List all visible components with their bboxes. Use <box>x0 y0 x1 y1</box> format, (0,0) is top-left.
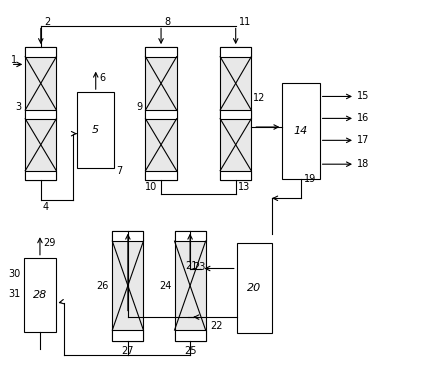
Text: 21: 21 <box>185 261 197 271</box>
Text: 2: 2 <box>44 17 51 27</box>
Text: 5: 5 <box>92 125 99 135</box>
Bar <box>146 171 177 180</box>
Text: 6: 6 <box>99 73 105 83</box>
Text: 28: 28 <box>33 290 47 300</box>
Text: 29: 29 <box>43 238 56 248</box>
Bar <box>112 231 143 340</box>
Bar <box>220 47 251 57</box>
Text: 13: 13 <box>238 183 250 192</box>
Text: 19: 19 <box>304 174 317 183</box>
Bar <box>25 47 56 180</box>
Bar <box>237 243 272 333</box>
Text: 27: 27 <box>122 346 134 355</box>
Text: 9: 9 <box>136 102 142 112</box>
Bar <box>112 330 143 340</box>
Bar <box>220 47 251 180</box>
Bar <box>175 231 206 340</box>
Text: 4: 4 <box>43 202 49 212</box>
Text: 7: 7 <box>117 166 123 176</box>
Bar <box>25 171 56 180</box>
Text: 22: 22 <box>210 321 222 331</box>
Bar <box>220 110 251 119</box>
Text: 10: 10 <box>145 183 157 192</box>
Text: 25: 25 <box>184 346 196 355</box>
Text: 26: 26 <box>97 280 109 291</box>
Text: 15: 15 <box>357 92 369 102</box>
Bar <box>77 92 114 168</box>
Text: 18: 18 <box>357 159 369 169</box>
Text: 17: 17 <box>357 135 369 146</box>
Bar <box>146 47 177 180</box>
Bar <box>25 110 56 119</box>
Bar <box>112 231 143 241</box>
Text: 8: 8 <box>164 17 171 27</box>
Bar <box>220 171 251 180</box>
Bar <box>175 231 206 241</box>
Text: 20: 20 <box>247 283 261 293</box>
Text: 30: 30 <box>8 269 20 279</box>
Bar <box>283 83 320 178</box>
Bar <box>24 258 55 332</box>
Bar <box>25 47 56 57</box>
Bar <box>146 110 177 119</box>
Text: 23: 23 <box>194 262 206 272</box>
Text: 11: 11 <box>239 17 251 27</box>
Bar <box>175 330 206 340</box>
Text: 12: 12 <box>253 93 266 103</box>
Bar <box>146 47 177 57</box>
Text: 16: 16 <box>357 113 369 123</box>
Text: 14: 14 <box>294 126 308 136</box>
Text: 24: 24 <box>159 280 171 291</box>
Text: 3: 3 <box>16 102 22 112</box>
Text: 1: 1 <box>11 56 17 65</box>
Text: 31: 31 <box>8 289 20 299</box>
